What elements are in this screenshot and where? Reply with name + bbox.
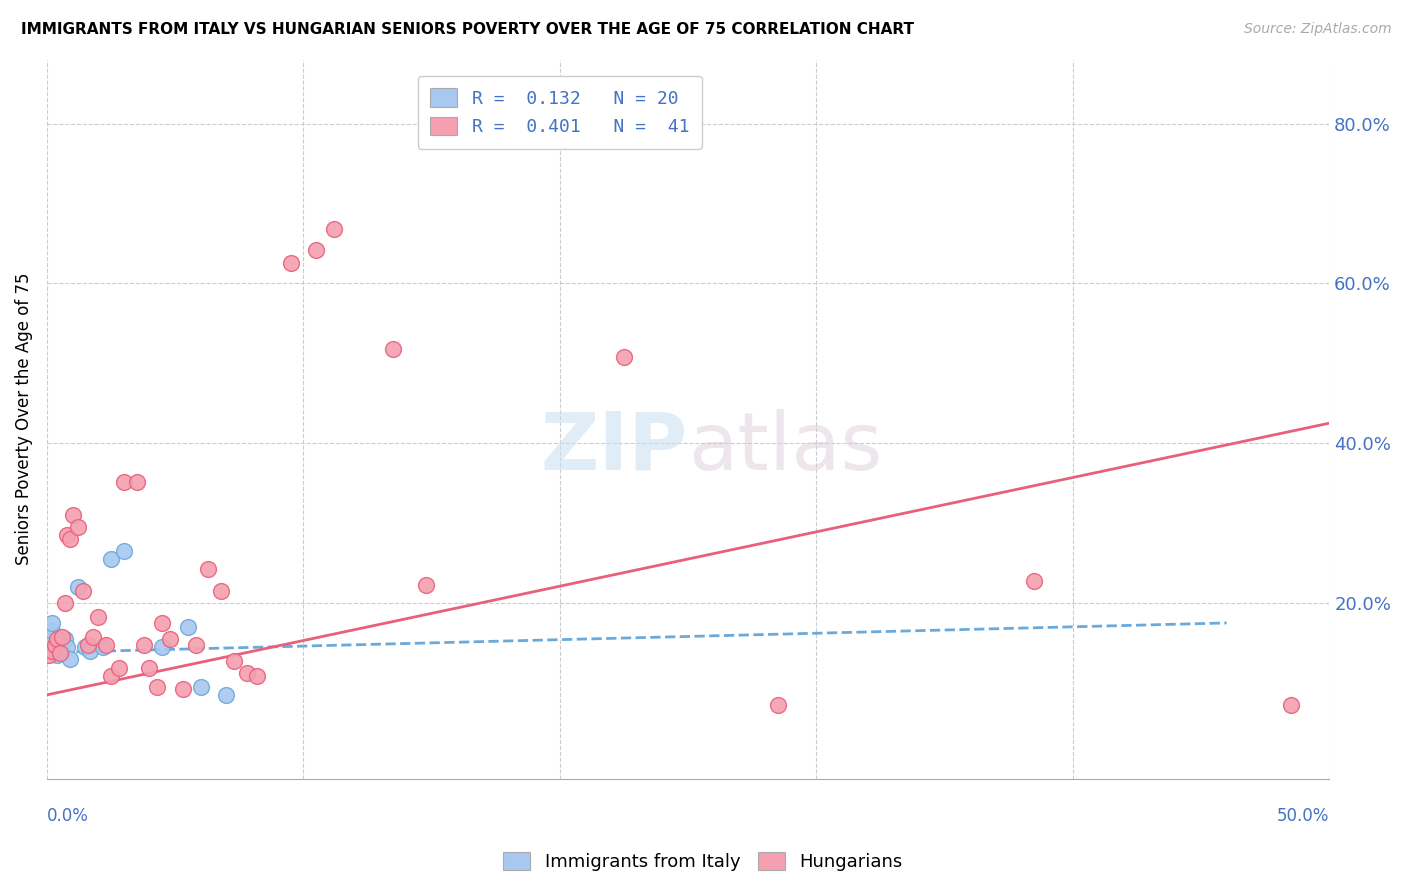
Point [53,632,76,646]
Point [125,475,148,489]
Text: atlas: atlas [688,409,883,487]
Point [305,243,328,257]
Point [56,528,79,542]
Point [323,222,346,236]
Point [62,508,84,522]
Point [1024,574,1046,588]
Point [66,520,89,534]
Point [197,562,219,576]
Point [100,669,122,683]
Point [59,532,82,546]
Point [766,698,789,713]
Point [48,646,70,660]
Text: ZIP: ZIP [541,409,688,487]
Point [280,256,302,270]
Point [87,610,110,624]
Point [38,648,60,662]
Point [184,638,207,652]
Point [56,640,79,654]
Point [41,644,63,658]
Point [66,580,89,594]
Point [138,661,160,675]
Point [177,620,200,634]
Point [72,584,94,599]
Point [146,680,169,694]
Text: 50.0%: 50.0% [1277,806,1329,825]
Point [134,638,156,652]
Point [613,350,636,364]
Point [415,578,437,592]
Point [44,640,66,654]
Point [53,596,76,610]
Point [41,615,63,630]
Point [112,544,135,558]
Point [44,638,66,652]
Point [172,682,194,697]
Point [190,680,212,694]
Point [150,615,173,630]
Point [48,640,70,654]
Point [100,552,122,566]
Point [112,475,135,489]
Point [94,638,117,652]
Legend: R =  0.132   N = 20, R =  0.401   N =  41: R = 0.132 N = 20, R = 0.401 N = 41 [418,76,702,149]
Point [77,638,100,652]
Point [41,624,63,638]
Point [246,669,269,683]
Text: 0.0%: 0.0% [46,806,89,825]
Point [159,632,181,646]
Point [75,640,97,654]
Point [38,632,60,646]
Point [51,644,73,658]
Point [79,644,101,658]
Point [236,666,259,681]
Text: IMMIGRANTS FROM ITALY VS HUNGARIAN SENIORS POVERTY OVER THE AGE OF 75 CORRELATIO: IMMIGRANTS FROM ITALY VS HUNGARIAN SENIO… [21,22,914,37]
Point [215,688,238,702]
Point [82,630,104,644]
Point [91,640,114,654]
Text: Source: ZipAtlas.com: Source: ZipAtlas.com [1244,22,1392,37]
Point [1279,698,1302,713]
Point [209,584,232,599]
Point [46,648,69,662]
Point [224,653,246,667]
Point [150,640,173,654]
Point [59,652,82,666]
Point [382,342,405,356]
Point [46,632,69,646]
Legend: Immigrants from Italy, Hungarians: Immigrants from Italy, Hungarians [496,845,910,879]
Point [51,630,73,644]
Y-axis label: Seniors Poverty Over the Age of 75: Seniors Poverty Over the Age of 75 [15,273,32,566]
Point [107,661,129,675]
